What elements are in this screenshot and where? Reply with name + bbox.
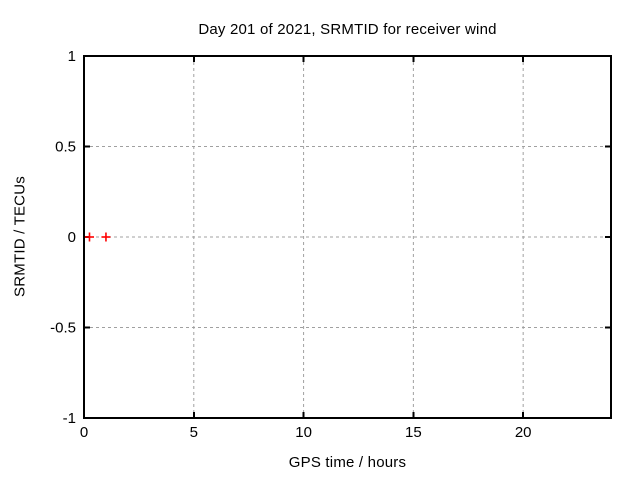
y-tick-label: 0.5 [55, 139, 76, 156]
x-tick-label: 5 [190, 424, 198, 441]
y-tick-label: -0.5 [50, 320, 76, 337]
x-tick-label: 20 [515, 424, 532, 441]
y-axis-label: SRMTID / TECUs [11, 176, 29, 297]
y-tick-label: 0 [68, 229, 76, 246]
x-tick-label: 10 [295, 424, 312, 441]
y-tick-label: 1 [68, 48, 76, 65]
y-tick-label: -1 [63, 410, 76, 427]
x-axis-label: GPS time / hours [288, 454, 407, 471]
chart-title: Day 201 of 2021, SRMTID for receiver win… [198, 21, 497, 38]
x-tick-label: 0 [80, 424, 88, 441]
data-point-marker [101, 232, 111, 242]
x-tick-label: 15 [405, 424, 422, 441]
data-point-marker [84, 232, 94, 242]
